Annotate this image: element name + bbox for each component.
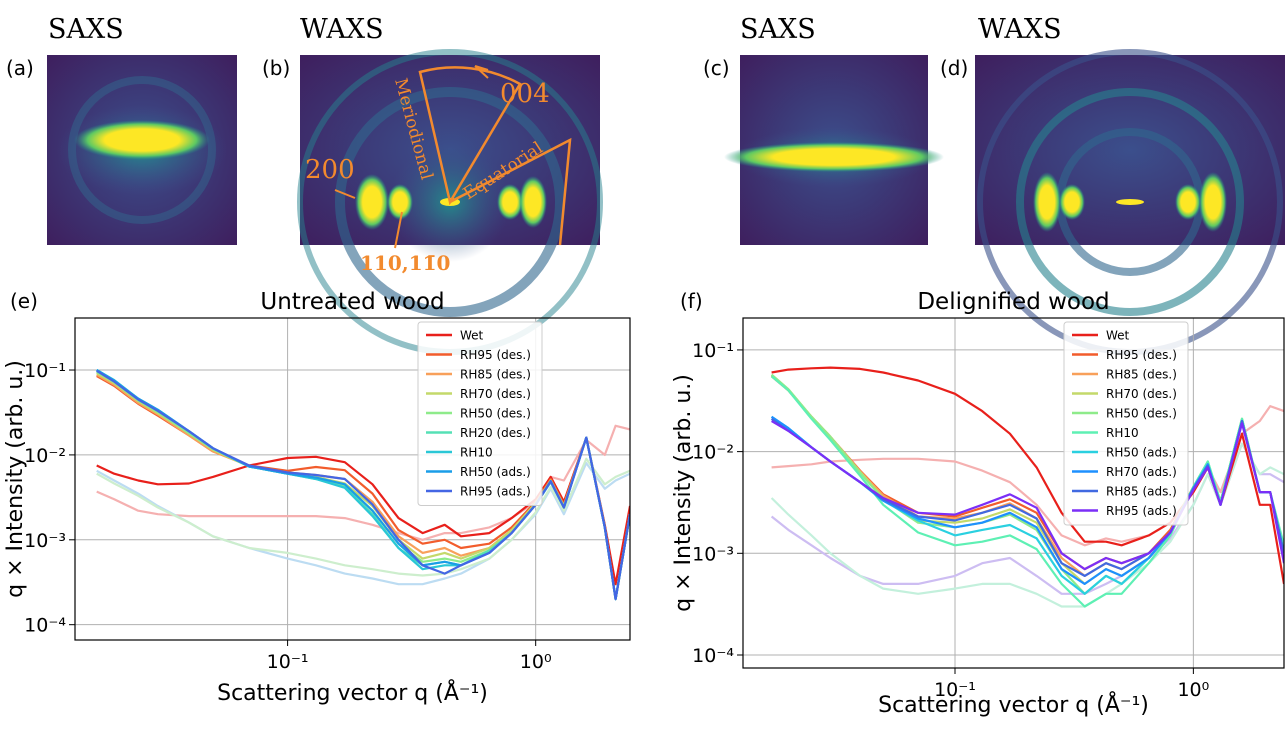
legend-label: RH20 (des.) (460, 426, 531, 440)
panel-label: (f) (680, 289, 703, 313)
legend-label: RH50 (des.) (1106, 407, 1177, 421)
y-tick-label: 10⁻⁴ (692, 645, 734, 667)
series-line (771, 405, 1284, 547)
legend-label: RH95 (ads.) (1106, 504, 1177, 518)
panel-title: SAXS (48, 14, 124, 45)
y-axis-label: q × Intensity (arb. u.) (3, 360, 28, 598)
plot-frame (742, 317, 1285, 669)
annotation: 110,11̄0 (360, 251, 450, 275)
panel-label: (c) (703, 56, 730, 80)
waxs-image-b (297, 49, 603, 355)
series-line (770, 375, 1284, 608)
y-tick-label: 10⁻¹ (24, 360, 66, 382)
x-axis-label: Scattering vector q (Å⁻¹) (217, 679, 488, 706)
legend-label: RH50 (des.) (460, 407, 531, 421)
series-line (770, 373, 1284, 585)
legend-label: Wet (460, 329, 484, 343)
series-line (96, 436, 630, 586)
legend-label: RH85 (des.) (460, 368, 531, 382)
legend-label: RH10 (1106, 426, 1139, 440)
series-line (770, 375, 1284, 571)
chart-title: Delignified wood (917, 289, 1109, 315)
legend-label: RH50 (ads.) (1106, 446, 1177, 460)
panel-title: WAXS (978, 14, 1062, 45)
series-line (770, 415, 1284, 585)
panel-title: WAXS (300, 14, 384, 45)
panel-label: (a) (6, 56, 34, 80)
y-axis-label: q × Intensity (arb. u.) (671, 374, 696, 612)
legend-label: RH70 (des.) (1106, 387, 1177, 401)
series-line (96, 457, 630, 577)
legend-box (417, 321, 543, 506)
series-line (96, 369, 630, 601)
annotation: 004 (500, 79, 550, 109)
legend-label: RH70 (des.) (460, 387, 531, 401)
x-tick-label: 10⁻¹ (934, 679, 976, 701)
panel-label: (d) (940, 56, 968, 80)
legend-label: RH50 (ads.) (460, 465, 531, 479)
panel-label: (e) (10, 289, 38, 313)
plot-lines (770, 366, 1284, 608)
annotation: 200 (305, 155, 355, 185)
plot-frame (74, 317, 631, 641)
legend-label: RH95 (des.) (460, 348, 531, 362)
y-tick-label: 10⁻³ (24, 530, 66, 552)
y-tick-label: 10⁻² (24, 445, 66, 467)
panel-title: SAXS (740, 14, 816, 45)
chart-title: Untreated wood (260, 289, 444, 315)
series-line (771, 420, 1284, 571)
legend-label: RH70 (ads.) (1106, 465, 1177, 479)
legend-label: RH95 (des.) (1106, 348, 1177, 362)
y-tick-label: 10⁻² (692, 442, 734, 464)
legend-label: Wet (1106, 329, 1130, 343)
panel-label: (b) (262, 56, 290, 80)
plot-lines (96, 369, 630, 601)
y-tick-label: 10⁻⁴ (24, 615, 66, 637)
x-axis-label: Scattering vector q (Å⁻¹) (878, 691, 1149, 718)
legend-label: RH95 (ads.) (460, 485, 531, 499)
legend-label: RH85 (ads.) (1106, 485, 1177, 499)
saxs-image-a (47, 55, 237, 245)
y-tick-label: 10⁻¹ (692, 340, 734, 362)
x-tick-label: 10⁰ (1177, 679, 1209, 701)
legend-label: RH10 (460, 446, 493, 460)
y-tick-label: 10⁻³ (692, 543, 734, 565)
legend-label: RH85 (des.) (1106, 368, 1177, 382)
series-line (770, 373, 1284, 595)
x-tick-label: 10⁻¹ (267, 651, 309, 673)
waxs-image-d (975, 49, 1285, 355)
saxs-image-c (724, 55, 944, 245)
x-tick-label: 10⁰ (520, 651, 552, 673)
